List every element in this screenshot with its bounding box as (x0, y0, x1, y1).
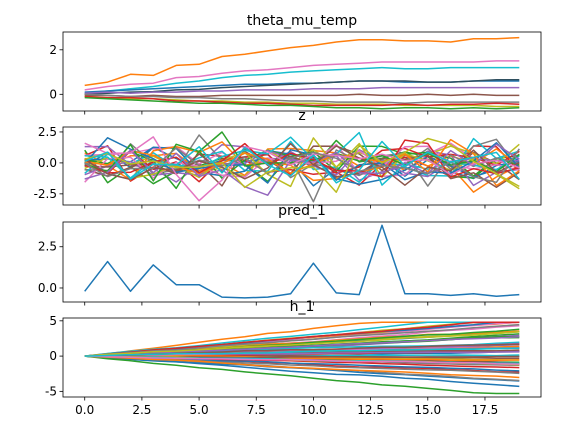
series-line-28 (84, 137, 520, 193)
series-line-1 (84, 60, 520, 91)
series-group (84, 224, 520, 299)
x-tick-label: 12.5 (357, 403, 384, 417)
subplot-1: -2.5 0.0 2.5 z (34, 108, 542, 209)
series-group (84, 36, 520, 110)
series-line-29 (84, 140, 520, 184)
y-tick-label: 0 (49, 87, 57, 101)
y-tick-label: 2.5 (38, 125, 57, 139)
series-line-7 (84, 93, 520, 104)
series-group (84, 321, 520, 395)
y-tick-label: -5 (45, 384, 57, 398)
series-line-56 (84, 355, 520, 365)
x-tick-label: 2.5 (132, 403, 151, 417)
subplot-title: theta_mu_temp (247, 13, 357, 29)
series-line-53 (84, 321, 520, 357)
series-line-25 (84, 142, 520, 186)
series-line-2 (84, 66, 520, 94)
subplot-title: z (298, 108, 305, 124)
series-line-51 (84, 355, 520, 379)
axes-frame (62, 317, 542, 398)
axes-frame (62, 126, 542, 206)
y-tick-label: -2.5 (34, 187, 57, 201)
x-tick-label: 5.0 (190, 403, 209, 417)
subplot-3: -5 0 5 0.0 2.5 5.0 7.5 10.0 12.5 15.0 17.5 h_1 (45, 299, 542, 417)
series-line-6 (84, 93, 520, 98)
y-tick-label: 0 (49, 349, 57, 363)
x-tick-label: 0.0 (75, 403, 94, 417)
series-line-0 (84, 36, 520, 87)
y-tick-label: 0.0 (38, 156, 57, 170)
x-tick-label: 15.0 (414, 403, 441, 417)
x-tick-label: 10.0 (300, 403, 327, 417)
series-line-54 (84, 336, 520, 357)
x-tick-label: 7.5 (247, 403, 266, 417)
x-tick-label: 17.5 (472, 403, 499, 417)
subplot-title: pred_1 (278, 203, 326, 219)
subplot-2: 0.0 2.5 pred_1 (38, 203, 542, 306)
series-line-42 (84, 355, 520, 395)
series-group (84, 131, 520, 203)
series-line-59 (84, 347, 520, 357)
series-line-26 (84, 136, 520, 202)
series-line-4 (84, 79, 520, 96)
subplot-0: 0 2 theta_mu_temp (49, 13, 542, 115)
series-line-58 (84, 331, 520, 357)
series-line-10 (84, 96, 520, 110)
y-tick-label: 5 (49, 314, 57, 328)
series-line-40 (84, 355, 520, 388)
series-line-0 (84, 224, 520, 299)
axes-frame (62, 31, 542, 112)
series-line-9 (84, 95, 520, 107)
series-line-5 (84, 86, 520, 94)
y-tick-label: 2.5 (38, 240, 57, 254)
series-line-21 (84, 138, 520, 187)
y-tick-label: 0.0 (38, 281, 57, 295)
y-tick-label: 2 (49, 43, 57, 57)
series-line-24 (84, 143, 520, 196)
axes-frame (62, 221, 542, 303)
subplot-title: h_1 (290, 299, 315, 315)
series-line-57 (84, 323, 520, 357)
